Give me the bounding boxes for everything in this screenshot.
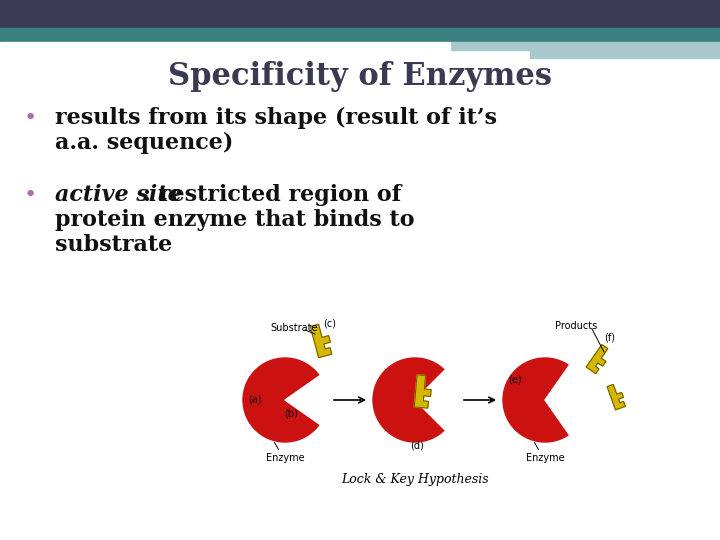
Text: active site: active site — [55, 184, 181, 206]
Wedge shape — [285, 375, 329, 425]
Text: : restricted region of: : restricted region of — [143, 184, 401, 206]
Text: (b): (b) — [284, 409, 298, 419]
Text: Lock & Key Hypothesis: Lock & Key Hypothesis — [341, 474, 489, 487]
Text: •: • — [23, 108, 37, 128]
Polygon shape — [310, 324, 332, 357]
Polygon shape — [607, 384, 626, 410]
Polygon shape — [414, 375, 431, 408]
Text: (a): (a) — [248, 395, 262, 405]
Bar — [450, 42, 720, 50]
Text: Enzyme: Enzyme — [526, 453, 564, 463]
Text: results from its shape (result of it’s: results from its shape (result of it’s — [55, 107, 497, 129]
Circle shape — [243, 358, 327, 442]
Text: Substrate: Substrate — [270, 323, 318, 333]
Bar — [450, 28, 720, 42]
Bar — [0, 0, 720, 28]
Text: substrate: substrate — [55, 234, 172, 256]
Text: Products: Products — [555, 321, 598, 331]
Bar — [0, 42, 450, 50]
Wedge shape — [545, 364, 589, 436]
Text: a.a. sequence): a.a. sequence) — [55, 132, 233, 154]
Text: •: • — [23, 185, 37, 205]
Text: (f): (f) — [605, 333, 616, 343]
Text: (c): (c) — [323, 319, 336, 329]
Circle shape — [373, 358, 457, 442]
Text: (d): (d) — [410, 441, 424, 451]
Circle shape — [503, 358, 587, 442]
Text: (e): (e) — [508, 375, 522, 385]
Text: protein enzyme that binds to: protein enzyme that binds to — [55, 209, 415, 231]
Bar — [530, 50, 720, 58]
Text: Specificity of Enzymes: Specificity of Enzymes — [168, 60, 552, 91]
Text: Enzyme: Enzyme — [266, 453, 305, 463]
Wedge shape — [415, 369, 459, 431]
Bar — [0, 28, 450, 42]
Polygon shape — [586, 345, 608, 374]
